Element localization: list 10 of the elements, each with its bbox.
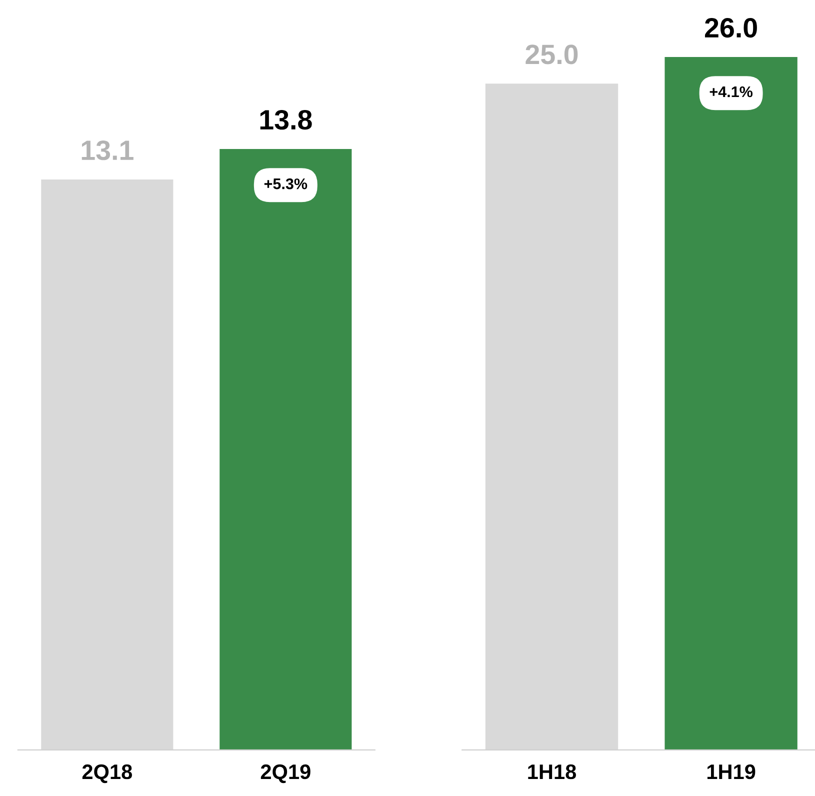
data-label: 13.8	[260, 110, 312, 130]
data-label: 13.1	[82, 140, 134, 160]
annotation: +4.1%	[710, 86, 753, 98]
x-tick-label: 1H19	[707, 764, 756, 780]
x-tick-label: 2Q19	[260, 764, 310, 784]
data-label: 25.0	[526, 44, 578, 64]
annotation: +5.3%	[264, 178, 308, 190]
x-tick-label: 2Q18	[82, 764, 132, 784]
data-label: 26.0	[704, 18, 757, 38]
x-tick-label: 1H18	[528, 764, 576, 780]
